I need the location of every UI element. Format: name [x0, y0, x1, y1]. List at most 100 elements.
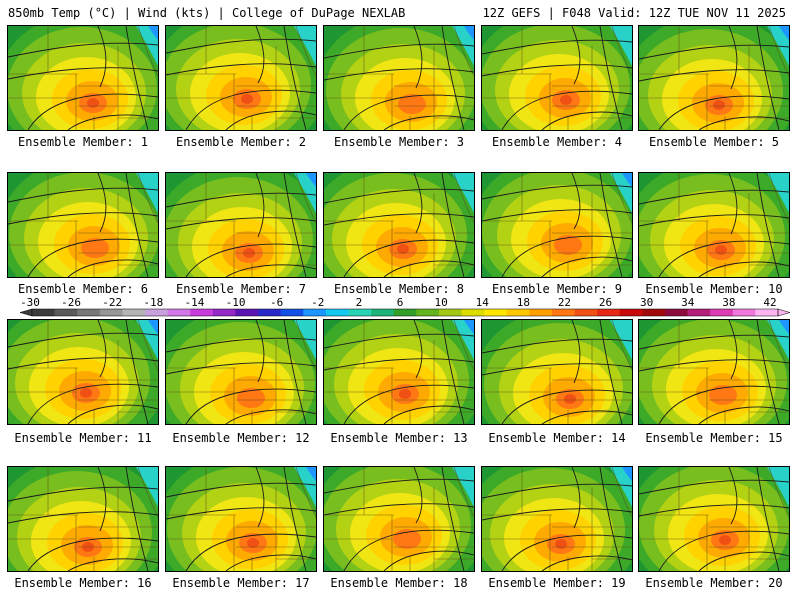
temperature-field-map — [166, 320, 316, 424]
colorbar-swatch — [167, 309, 191, 316]
ensemble-member-map — [323, 25, 475, 131]
colorbar-swatch — [574, 309, 598, 316]
colorbar-tick-label: 2 — [355, 296, 363, 309]
ensemble-member-map — [638, 466, 790, 572]
ensemble-member-label: Ensemble Member: 2 — [175, 135, 307, 149]
temperature-field-map — [324, 320, 474, 424]
ensemble-member-label: Ensemble Member: 16 — [14, 576, 152, 590]
ensemble-member-label: Ensemble Member: 7 — [175, 282, 307, 296]
colorbar-swatch — [461, 309, 485, 316]
colorbar-tick-label: 42 — [763, 296, 777, 309]
temperature-field-map — [639, 26, 789, 130]
colorbar-swatch — [484, 309, 508, 316]
colorbar-swatch — [99, 309, 123, 316]
ensemble-member-label: Ensemble Member: 4 — [491, 135, 623, 149]
colorbar-swatch — [597, 309, 621, 316]
colorbar-tick-label: -22 — [102, 296, 123, 309]
temperature-field-map — [166, 26, 316, 130]
ensemble-member-map — [638, 319, 790, 425]
colorbar-swatch — [235, 309, 259, 316]
colorbar-swatch — [551, 309, 575, 316]
colorbar-swatch — [325, 309, 349, 316]
chart-title: 850mb Temp (°C) | Wind (kts) | College o… — [8, 6, 406, 20]
temperature-field-map — [639, 173, 789, 277]
ensemble-member-map — [638, 25, 790, 131]
ensemble-member-map — [7, 466, 159, 572]
colorbar-tick-label: 34 — [681, 296, 695, 309]
temperature-field-map — [324, 173, 474, 277]
colorbar-high-arrow — [777, 308, 791, 317]
colorbar-swatch — [258, 309, 281, 316]
ensemble-member-map — [481, 25, 633, 131]
temperature-field-map — [8, 467, 158, 571]
ensemble-member-label: Ensemble Member: 8 — [333, 282, 465, 296]
colorbar-swatch — [212, 309, 236, 316]
ensemble-member-map — [165, 172, 317, 278]
ensemble-member-map — [7, 25, 159, 131]
ensemble-member-map — [323, 319, 475, 425]
colorbar-swatch — [619, 309, 643, 316]
colorbar-tick-label: 10 — [434, 296, 448, 309]
ensemble-member-map — [323, 172, 475, 278]
run-valid-time: 12Z GEFS | F048 Valid: 12Z TUE NOV 11 20… — [482, 6, 786, 20]
ensemble-member-label: Ensemble Member: 6 — [17, 282, 149, 296]
ensemble-member-map — [7, 319, 159, 425]
ensemble-member-map — [323, 466, 475, 572]
colorbar-tick-label: 14 — [475, 296, 489, 309]
colorbar-swatch — [122, 309, 146, 316]
colorbar-swatch — [642, 309, 666, 316]
colorbar-swatch — [32, 309, 55, 316]
colorbar-swatch — [280, 309, 304, 316]
ensemble-member-label: Ensemble Member: 10 — [645, 282, 783, 296]
ensemble-member-map — [481, 319, 633, 425]
ensemble-member-label: Ensemble Member: 17 — [172, 576, 310, 590]
temperature-field-map — [482, 26, 632, 130]
ensemble-member-map — [7, 172, 159, 278]
colorbar-tick-label: -26 — [61, 296, 82, 309]
ensemble-member-map — [165, 466, 317, 572]
colorbar-tick-label: 26 — [598, 296, 613, 309]
ensemble-member-label: Ensemble Member: 9 — [491, 282, 623, 296]
temperature-field-map — [639, 467, 789, 571]
colorbar-swatch — [348, 309, 372, 316]
ensemble-member-map — [481, 466, 633, 572]
colorbar-swatch — [506, 309, 530, 316]
colorbar-swatch — [710, 309, 734, 316]
colorbar-tick-label: -10 — [225, 296, 246, 309]
temperature-colorbar: -30 -26 -22 -18 -14 -10 -6 -2 2 6 10 14 18 22 26 30 34 38… — [19, 296, 791, 319]
ensemble-member-label: Ensemble Member: 5 — [648, 135, 780, 149]
temperature-field-map — [166, 173, 316, 277]
temperature-field-map — [8, 173, 158, 277]
colorbar-swatch — [371, 309, 394, 316]
temperature-field-map — [166, 467, 316, 571]
ensemble-member-label: Ensemble Member: 12 — [172, 431, 310, 445]
ensemble-member-label: Ensemble Member: 15 — [645, 431, 783, 445]
colorbar-tick-label: 6 — [396, 296, 404, 309]
colorbar-swatch — [416, 309, 440, 316]
temperature-field-map — [482, 320, 632, 424]
temperature-field-map — [639, 320, 789, 424]
colorbar-low-arrow — [19, 308, 33, 317]
colorbar-swatch — [755, 309, 779, 316]
colorbar-tick-label: 38 — [722, 296, 736, 309]
ensemble-member-label: Ensemble Member: 1 — [17, 135, 149, 149]
colorbar-tick-label: 30 — [640, 296, 654, 309]
colorbar-swatch — [664, 309, 688, 316]
ensemble-member-map — [638, 172, 790, 278]
temperature-field-map — [8, 320, 158, 424]
ensemble-member-map — [165, 319, 317, 425]
colorbar-tick-label: -6 — [270, 296, 284, 309]
ensemble-member-label: Ensemble Member: 20 — [645, 576, 783, 590]
ensemble-member-label: Ensemble Member: 11 — [14, 431, 152, 445]
ensemble-member-label: Ensemble Member: 14 — [488, 431, 626, 445]
colorbar-graphic — [19, 308, 791, 317]
colorbar-swatch — [145, 309, 168, 316]
colorbar-swatch — [529, 309, 553, 316]
colorbar-swatch — [732, 309, 756, 316]
ensemble-member-label: Ensemble Member: 13 — [330, 431, 468, 445]
colorbar-swatch — [77, 309, 101, 316]
colorbar-tick-label: -14 — [184, 296, 205, 309]
temperature-field-map — [482, 173, 632, 277]
ensemble-member-label: Ensemble Member: 3 — [333, 135, 465, 149]
ensemble-member-map — [165, 25, 317, 131]
